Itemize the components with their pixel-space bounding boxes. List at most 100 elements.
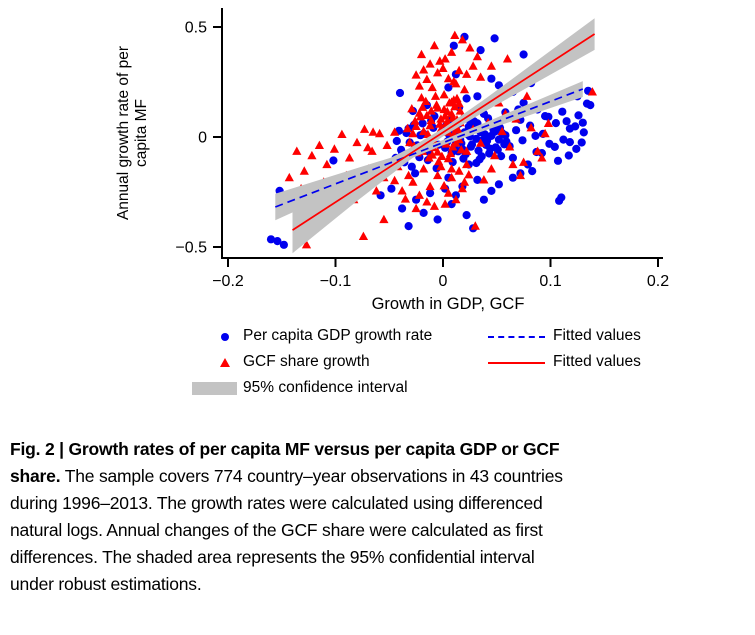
gcf-share-point — [416, 49, 427, 59]
gdp-growth-point — [466, 142, 475, 151]
gdp-growth-point — [518, 136, 527, 145]
gcf-share-point — [404, 170, 414, 180]
gcf-share-point — [508, 159, 518, 169]
gdp-growth-point — [473, 92, 482, 101]
gcf-share-point — [486, 164, 496, 173]
gcf-share-point — [476, 72, 486, 81]
gdp-growth-point — [551, 119, 561, 128]
gcf-share-point — [440, 199, 450, 208]
gcf-share-point — [307, 150, 317, 160]
gcf-share-point — [433, 147, 443, 156]
gcf-share-point — [322, 159, 332, 169]
gcf-share-point — [462, 146, 472, 155]
gdp-growth-point — [404, 222, 413, 231]
gdp-growth-point — [571, 122, 580, 131]
y-axis-title-line2: capita MF — [133, 99, 150, 167]
x-tick-label: 0.2 — [647, 273, 669, 290]
gdp-growth-point — [511, 126, 521, 135]
gdp-growth-point — [565, 138, 575, 147]
gcf-share-point — [454, 166, 464, 175]
legend-row-2: GCF share growth Fitted values — [190, 350, 670, 376]
y-tick-label: 0.5 — [185, 20, 207, 37]
gcf-share-point — [344, 153, 355, 162]
gcf-share-point — [427, 82, 437, 92]
gcf-share-point — [537, 153, 547, 162]
gcf-share-point — [411, 70, 421, 79]
gcf-share-point — [414, 190, 424, 199]
gcf-share-point — [419, 126, 429, 136]
gcf-share-point — [447, 164, 457, 173]
gdp-growth-point — [273, 237, 282, 246]
gcf-share-point — [430, 91, 441, 100]
gdp-growth-point — [558, 107, 567, 116]
legend-row-3: 95% confidence interval — [190, 376, 670, 402]
gcf-share-point — [359, 124, 370, 133]
gcf-share-point — [443, 188, 453, 197]
gcf-share-point — [429, 201, 439, 210]
gcf-share-point — [454, 98, 464, 108]
gcf-share-point — [447, 47, 457, 56]
gcf-share-point — [329, 144, 339, 153]
legend-label-fitted-gcf: Fitted values — [553, 353, 641, 370]
red-solid-line-icon — [488, 362, 545, 364]
x-tick-label: −0.1 — [320, 273, 352, 290]
gcf-share-point — [526, 123, 536, 132]
gcf-share-point — [425, 59, 435, 68]
gcf-share-point — [450, 101, 460, 111]
gcf-share-point — [429, 40, 439, 50]
gcf-share-point — [435, 119, 445, 128]
gdp-growth-point — [279, 240, 288, 249]
gcf-share-point — [450, 30, 460, 39]
gdp-growth-point — [411, 169, 420, 178]
gcf-share-point — [437, 151, 447, 160]
gcf-share-point — [418, 102, 428, 111]
y-axis-title-line1: Annual growth rate of per — [115, 46, 132, 220]
gdp-growth-point — [266, 235, 276, 244]
x-tick-label: 0 — [439, 273, 448, 290]
gcf-share-point — [358, 231, 369, 240]
gcf-share-point — [299, 166, 309, 175]
gcf-share-point — [368, 127, 378, 136]
figure-caption: Fig. 2 | Growth rates of per capita MF v… — [10, 436, 750, 598]
legend-row-1: Per capita GDP growth rate Fitted values — [190, 324, 670, 350]
fitted-line-solid — [292, 33, 596, 231]
gdp-growth-point — [508, 153, 517, 162]
gcf-share-point — [408, 177, 418, 186]
gcf-share-point — [440, 54, 450, 63]
gcf-share-point — [301, 240, 312, 249]
gdp-growth-point — [462, 211, 471, 220]
gcf-share-point — [422, 110, 432, 119]
gcf-share-point — [479, 175, 489, 184]
gdp-growth-point — [487, 186, 496, 195]
gcf-share-point — [522, 91, 532, 100]
gcf-share-point — [451, 194, 461, 204]
gcf-share-point — [462, 69, 472, 78]
gcf-share-point — [468, 61, 478, 70]
gcf-share-point — [379, 214, 389, 224]
gcf-share-point — [453, 125, 463, 134]
gdp-growth-point — [550, 142, 559, 151]
gdp-growth-point — [472, 134, 481, 143]
gcf-share-point — [540, 128, 550, 138]
gcf-share-point — [465, 43, 475, 52]
gcf-share-point — [402, 123, 413, 133]
gcf-share-point — [440, 111, 450, 120]
gdp-growth-point — [494, 180, 503, 189]
gcf-share-point — [337, 129, 347, 138]
gdp-growth-point — [387, 184, 396, 193]
gdp-growth-point — [564, 151, 573, 160]
gcf-share-point — [414, 81, 424, 90]
gdp-growth-point — [329, 156, 338, 165]
gdp-growth-point — [493, 145, 502, 154]
gcf-share-point — [497, 126, 507, 136]
blue-circle-marker-icon — [221, 333, 229, 341]
gdp-growth-point — [578, 118, 587, 127]
gcf-share-point — [438, 63, 448, 72]
gcf-share-point — [433, 170, 443, 180]
gcf-share-point — [433, 103, 443, 112]
gcf-share-point — [454, 65, 464, 75]
gcf-share-point — [457, 35, 467, 44]
gcf-share-point — [408, 128, 418, 138]
legend-label-gcf: GCF share growth — [243, 353, 370, 370]
gcf-share-point — [515, 170, 525, 180]
